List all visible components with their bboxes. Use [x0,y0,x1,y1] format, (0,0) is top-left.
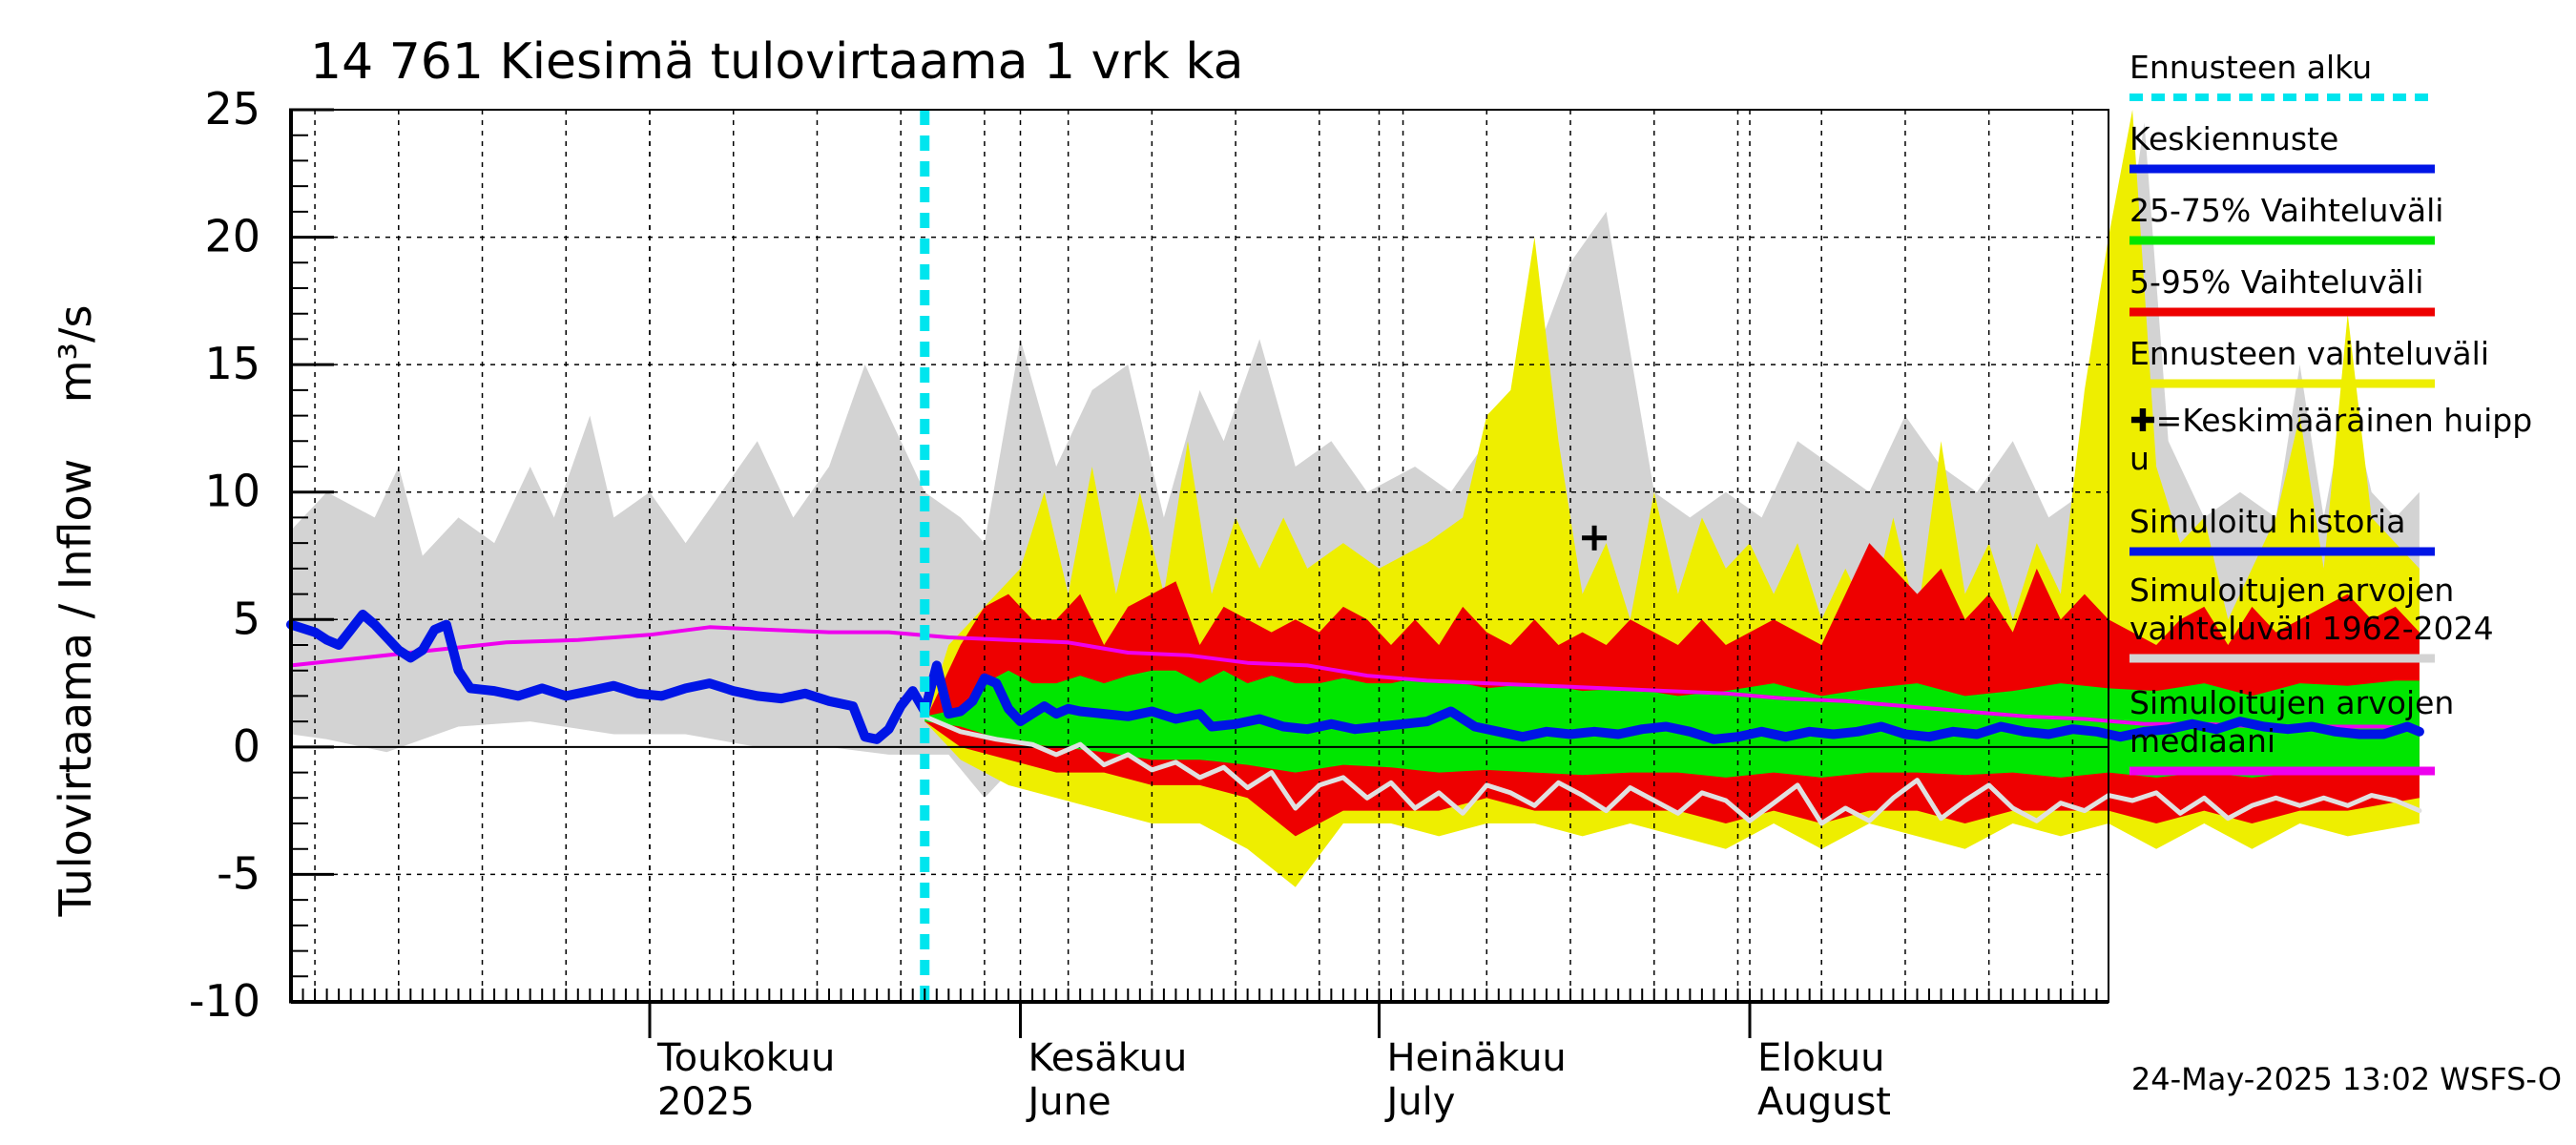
y-axis-label: Tulovirtaama / Inflow m³/s [50,305,101,918]
axes-layer: -10-50510152025Toukokuu2025KesäkuuJuneHe… [189,83,2109,1124]
y-tick-label: 20 [204,211,260,262]
legend-item: 25-75% Vaihteluväli [2129,192,2443,245]
y-tick-label: 25 [204,83,260,135]
legend-label: Simuloitu historia [2129,503,2405,540]
legend-label: u [2129,440,2150,477]
legend-item: Keskiennuste [2129,120,2435,174]
y-tick-label: 5 [233,593,260,644]
legend-label: mediaani [2129,722,2275,760]
mean-peak-marker [1582,525,1608,551]
legend-item: 5-95% Vaihteluväli [2129,263,2435,317]
x-month-label: Kesäkuu [1028,1036,1188,1080]
legend-item: Simuloitu historia [2129,503,2435,556]
y-tick-label: -10 [189,975,260,1027]
grid-layer [291,110,2109,1002]
x-month-sublabel: 2025 [657,1080,755,1124]
y-tick-label: 10 [204,466,260,517]
x-month-label: Heinäkuu [1386,1036,1566,1080]
x-month-label: Toukokuu [656,1036,835,1080]
legend-label: 25-75% Vaihteluväli [2129,192,2443,229]
lines-layer [286,110,2424,1002]
legend-label: Ennusteen vaihteluväli [2129,335,2489,372]
legend-label: Simuloitujen arvojen [2129,684,2454,721]
y-tick-label: -5 [217,847,260,899]
series-simuloitu-historia [286,609,930,744]
legend-label: vaihteluväli 1962-2024 [2129,610,2494,647]
legend-item: Ennusteen alku [2129,49,2435,101]
legend-label: ✚=Keskimääräinen huipp [2129,402,2532,439]
timestamp: 24-May-2025 13:02 WSFS-O [2131,1061,2562,1097]
legend-label: Simuloitujen arvojen [2129,572,2454,609]
chart-title: 14 761 Kiesimä tulovirtaama 1 vrk ka [310,33,1243,91]
x-month-sublabel: June [1026,1080,1111,1124]
legend: Ennusteen alku Keskiennuste 25-75% Vaihtel… [2129,49,2532,776]
series-simuloitujen-arvojen-vaihteluv-li-1962-2024-alaraja- [922,714,2422,826]
x-month-sublabel: July [1383,1080,1455,1124]
legend-label: Ennusteen alku [2129,49,2372,86]
legend-label: Keskiennuste [2129,120,2338,157]
x-month-label: Elokuu [1757,1036,1885,1080]
legend-item: Ennusteen vaihteluväli [2129,335,2489,388]
series-keskiennuste [920,660,2424,744]
legend-label: 5-95% Vaihteluväli [2129,263,2423,301]
y-tick-label: 15 [204,338,260,389]
y-tick-label: 0 [233,720,260,772]
series-simuloitujen-arvojen-mediaani [289,625,2421,732]
x-month-sublabel: August [1757,1080,1891,1124]
